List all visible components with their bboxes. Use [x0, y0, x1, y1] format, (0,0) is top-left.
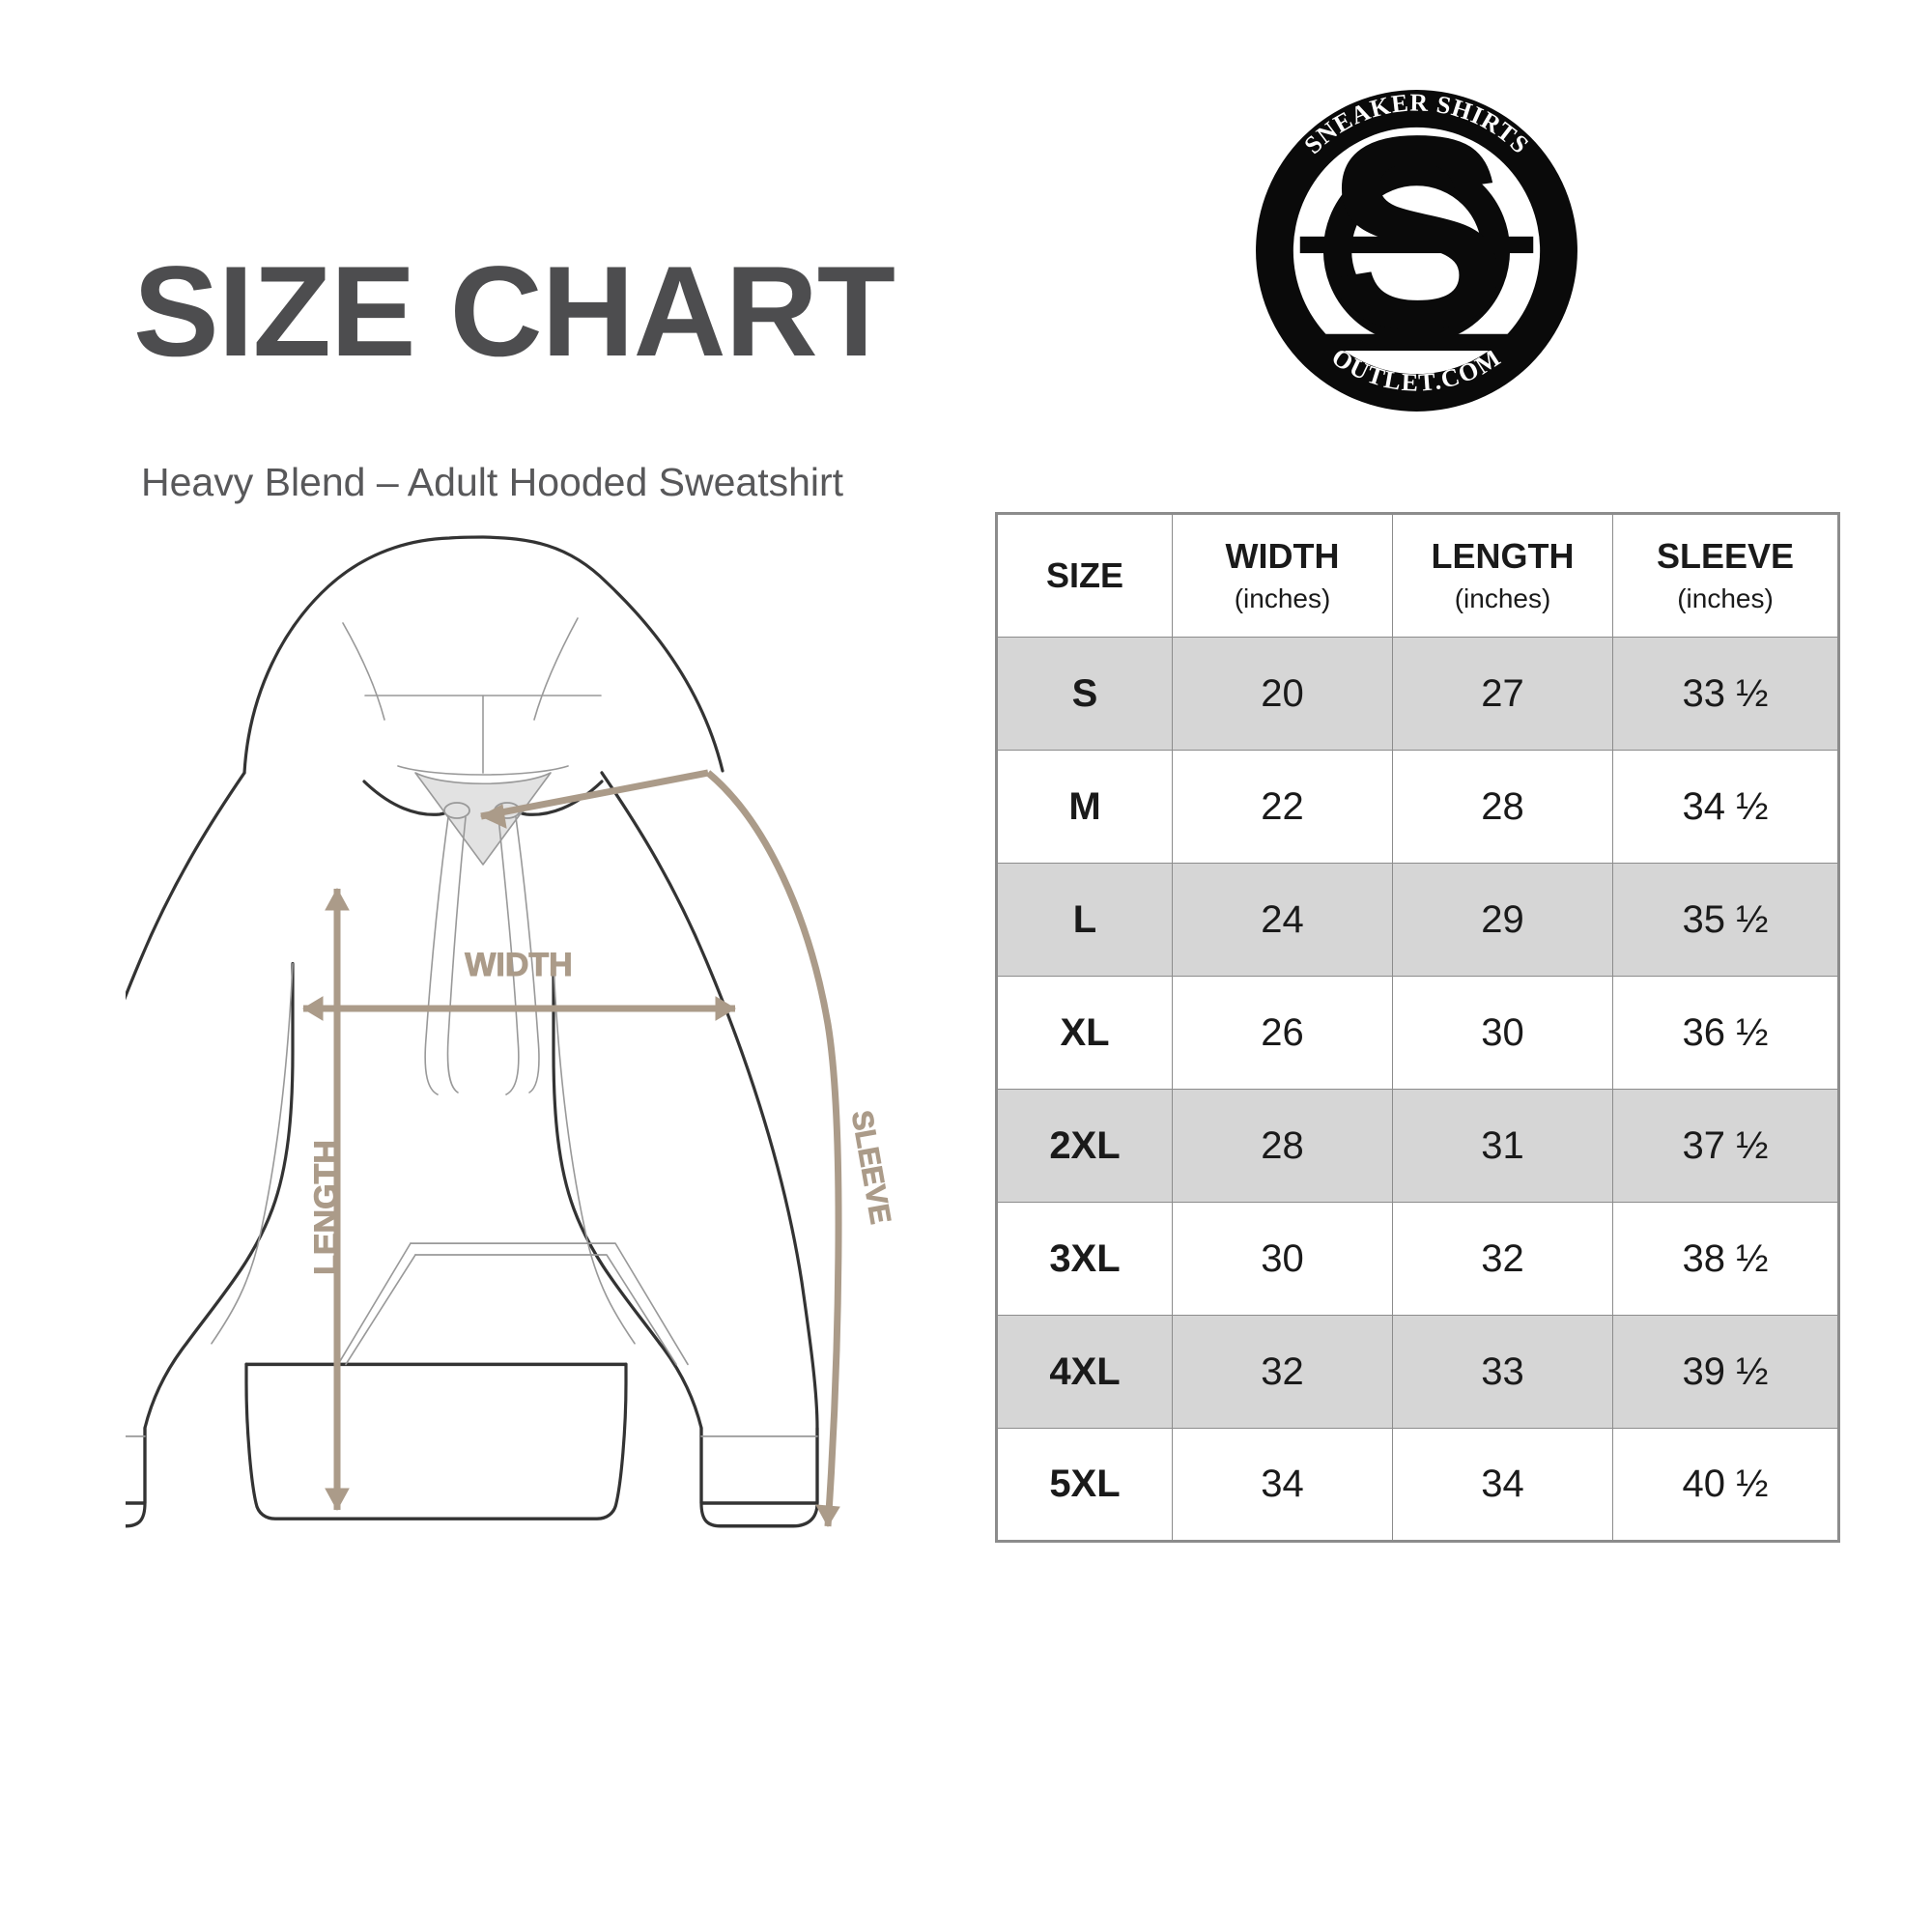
svg-text:LENGTH: LENGTH: [308, 1140, 345, 1275]
svg-text:SLEEVE: SLEEVE: [845, 1108, 896, 1226]
svg-text:WIDTH: WIDTH: [465, 947, 572, 983]
